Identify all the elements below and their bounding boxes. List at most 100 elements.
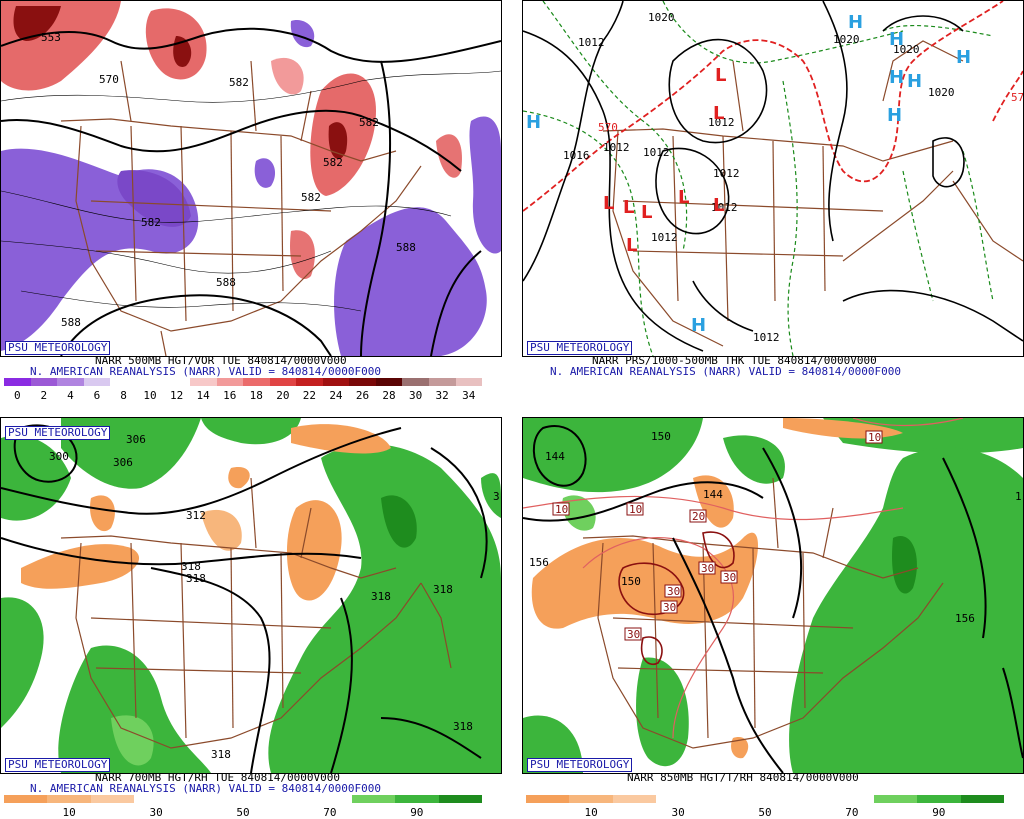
colorbar-tick-label: 34: [462, 389, 476, 402]
colorbar-swatch: [308, 795, 352, 803]
colorbar-tick-label: 10: [62, 806, 76, 819]
low-pressure-markers: L L L L L L L L: [603, 65, 726, 256]
low-marker: L: [641, 202, 652, 223]
caption-line2: N. AMERICAN REANALYSIS (NARR) VALID = 84…: [30, 365, 381, 378]
rh-colorbar-ticks: 10 30 50 70 90: [526, 806, 1004, 819]
low-marker: L: [713, 103, 724, 124]
colorbar-swatch: [163, 378, 190, 386]
colorbar-tick-label: 30: [408, 389, 423, 402]
caption-line1: NARR 850MB HGT/T/RH 840814/0000V000: [627, 771, 859, 784]
contour-label: 582: [141, 216, 161, 229]
contour-label: 582: [323, 156, 343, 169]
temp-label: 30: [627, 628, 640, 641]
map-pressure: 1012 1020 1020 1020 1020 1016 1012 1012 …: [522, 0, 1024, 357]
high-marker: H: [691, 315, 706, 336]
isobar-label: 1012: [651, 231, 678, 244]
colorbar-swatch: [57, 378, 84, 386]
colorbar-tick-label: 0: [13, 389, 21, 402]
thickness-label: 570: [598, 121, 618, 134]
colorbar-tick-label: 14: [196, 389, 210, 402]
height-contours: [1, 424, 488, 773]
colorbar-tick-label: 30: [671, 806, 685, 819]
rh-dry-plains: [693, 475, 734, 528]
colorbar-swatch: [83, 378, 111, 386]
panel-500mb-hgt-vor: 553 570 582 582 582 582 582 588 588 588 …: [0, 0, 502, 402]
colorbar-swatch: [216, 378, 244, 386]
colorbar-swatch: [30, 378, 58, 386]
colorbar-swatch: [322, 378, 350, 386]
isobar-label: 1012: [603, 141, 630, 154]
colorbar-tick-label: 28: [382, 389, 396, 402]
colorbar-tick-label: 8: [120, 389, 127, 402]
rh-moist-southwest: [636, 657, 689, 767]
contour-label: 318: [181, 560, 201, 573]
political-borders: [60, 477, 452, 749]
contour-label: 300: [49, 450, 69, 463]
vorticity-min-west: [1, 148, 199, 351]
contour-label: 150: [621, 575, 641, 588]
vorticity-min-arctic: [290, 20, 315, 48]
colorbar-swatch: [830, 795, 874, 803]
caption-line2: N. AMERICAN REANALYSIS (NARR) VALID = 84…: [550, 365, 901, 378]
caption-line2: N. AMERICAN REANALYSIS (NARR) VALID = 84…: [30, 782, 381, 795]
colorbar-tick-label: 22: [302, 389, 316, 402]
map-850mb: 150 144 144 150 156 156 1 10 10 10 20 30: [522, 417, 1024, 774]
map-850mb-graphics: 150 144 144 150 156 156 1 10 10 10 20 30: [523, 418, 1023, 773]
rh-moist-rockies: [1, 597, 44, 728]
contour-label: 318: [211, 748, 231, 761]
vorticity-min-atlantic: [469, 116, 501, 254]
temp-label: 20: [692, 510, 705, 523]
colorbar-swatch: [177, 795, 222, 803]
colorbar-swatch: [264, 795, 309, 803]
colorbar-tick-label: 4: [67, 389, 74, 402]
rh-dry-gulf: [731, 737, 749, 759]
rh-colorbar-ticks: 10 30 50 70 90: [4, 806, 482, 819]
contour-labels: 553 570 582 582 582 582 582 588 588 588: [41, 31, 416, 329]
rh-colorbar: [526, 795, 1004, 803]
vorticity-colorbar: [4, 378, 483, 386]
colorbar-swatch: [699, 795, 744, 803]
colorbar-tick-label: 32: [435, 389, 449, 402]
rh-moist-northwest: [523, 418, 703, 493]
rh-dry-high-plains: [201, 509, 242, 551]
contour-label: 144: [545, 450, 565, 463]
isobar-label: 1020: [833, 33, 860, 46]
high-marker: H: [887, 105, 902, 126]
colorbar-tick-label: 26: [355, 389, 370, 402]
psu-meteorology-credit: PSU METEOROLOGY: [5, 758, 111, 772]
high-pressure-markers: H H H H H H H H: [526, 12, 971, 336]
height-contours: [523, 425, 1023, 773]
low-marker: L: [715, 65, 726, 86]
colorbar-swatch: [786, 795, 831, 803]
contour-labels: 300 306 306 312 318 318 318 318 318 318 …: [49, 433, 500, 761]
vorticity-max-south: [290, 230, 315, 279]
rh-moist-hudson: [201, 418, 301, 445]
colorbar-swatch: [134, 795, 178, 803]
high-marker: H: [907, 71, 922, 92]
map-700mb: 300 306 306 312 318 318 318 318 318 318 …: [0, 417, 502, 774]
rh-moist-core-east: [381, 495, 417, 548]
colorbar-swatch: [395, 795, 439, 803]
vorticity-min-plains: [254, 158, 276, 188]
colorbar-swatch: [47, 795, 91, 803]
colorbar-swatch: [960, 795, 1004, 803]
rh-moist-pacific: [481, 473, 501, 518]
panel-850mb-hgt-t-rh: 150 144 144 150 156 156 1 10 10 10 20 30: [522, 417, 1024, 819]
political-borders: [602, 40, 1023, 347]
isobar-label: 1012: [643, 146, 670, 159]
temp-label: 30: [663, 601, 676, 614]
contour-labels: 150 144 144 150 156 156 1: [529, 430, 1022, 625]
rh-moist-east: [268, 444, 501, 773]
thickness-contours: [523, 1, 994, 356]
high-marker: H: [889, 67, 904, 88]
temp-label: 10: [555, 503, 568, 516]
colorbar-swatch: [269, 378, 297, 386]
isobar-label: 1020: [893, 43, 920, 56]
colorbar-swatch: [375, 378, 403, 386]
political-borders: [582, 477, 944, 749]
colorbar-swatch: [90, 795, 135, 803]
high-marker: H: [526, 112, 541, 133]
colorbar-swatch: [136, 378, 164, 386]
contour-label: 582: [229, 76, 249, 89]
low-marker: L: [713, 195, 724, 216]
